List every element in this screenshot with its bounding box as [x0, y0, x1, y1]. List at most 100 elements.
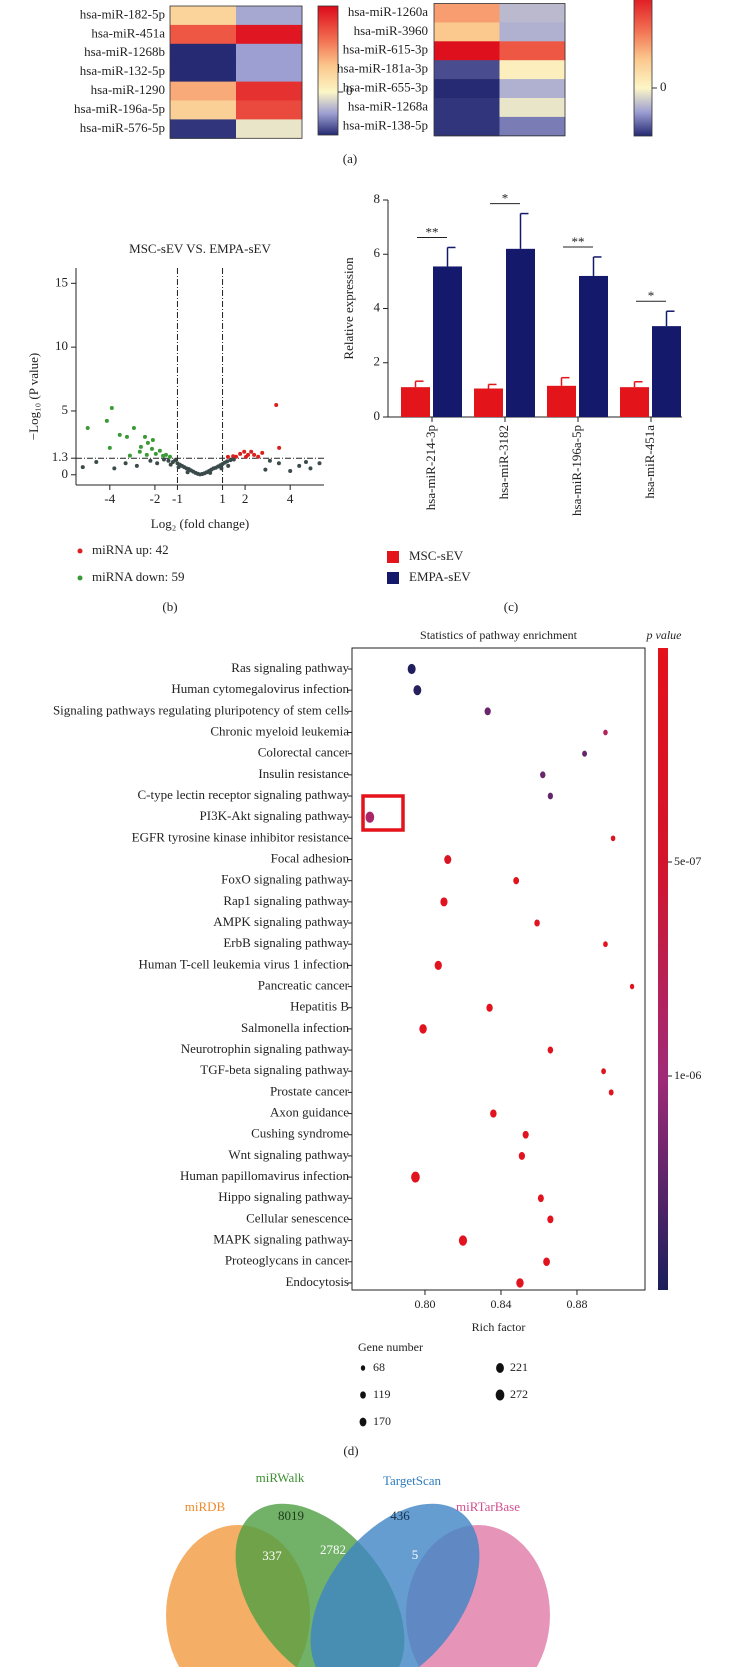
dot: [444, 855, 452, 865]
y-tick-label: Cushing syndrome: [251, 1126, 349, 1141]
point: [127, 453, 132, 458]
point: [168, 462, 173, 467]
legend-label: miRNA down: 59: [92, 569, 184, 584]
x-axis-title: Rich factor: [472, 1320, 526, 1334]
significance-label: *: [648, 288, 655, 303]
row-label: hsa-miR-1268b: [84, 44, 165, 59]
point: [308, 466, 313, 471]
y-tick-label: 0: [62, 466, 69, 481]
point: [173, 458, 178, 463]
dot: [458, 1235, 468, 1246]
heat-cell: [236, 81, 303, 101]
y-tick-label: C-type lectin receptor signaling pathway: [137, 787, 349, 802]
point: [288, 468, 293, 473]
venn-shapes: [166, 1503, 550, 1667]
size-legend-marker: [495, 1389, 505, 1401]
colorbar-label: 0: [346, 83, 353, 98]
dot: [522, 1130, 529, 1139]
dot: [411, 1171, 420, 1183]
y-tick-label: ErbB signaling pathway: [223, 935, 349, 950]
panel-label: (b): [162, 599, 177, 614]
colorbar-label: 1e-06: [674, 1068, 701, 1082]
point: [149, 446, 154, 451]
point: [276, 461, 281, 466]
venn-region-label: 436: [390, 1508, 410, 1523]
dot: [547, 1215, 554, 1224]
y-tick-label: EGFR tyrosine kinase inhibitor resistanc…: [132, 829, 350, 844]
point: [157, 448, 162, 453]
point: [144, 452, 149, 457]
dot: [440, 897, 448, 907]
legend-label: miRNA up: 42: [92, 542, 169, 557]
size-legend-label: 221: [510, 1360, 528, 1374]
heat-cell: [236, 62, 303, 83]
dot: [547, 792, 554, 800]
row-label: hsa-miR-615-3p: [343, 42, 428, 57]
dot: [547, 1046, 554, 1054]
heat-cell: [499, 3, 566, 23]
row-label: hsa-miR-138-5p: [343, 117, 428, 132]
y-tick-label: Wnt signaling pathway: [228, 1147, 349, 1162]
point: [317, 461, 322, 466]
heat-cell: [170, 62, 237, 83]
heat-frame: [169, 5, 303, 139]
y-tick-label: TGF-beta signaling pathway: [200, 1062, 349, 1077]
point: [80, 465, 85, 470]
y-tick-label: Salmonella infection: [241, 1020, 349, 1035]
colorbar: [317, 5, 339, 136]
y-tick-label: Focal adhesion: [271, 851, 350, 866]
y-tick-label: Prostate cancer: [270, 1083, 350, 1098]
point: [124, 434, 129, 439]
y-tick-label: Rap1 signaling pathway: [223, 893, 349, 908]
y-tick-label: 6: [374, 245, 381, 260]
dot: [603, 729, 608, 736]
heat-cell: [434, 116, 500, 137]
x-tick-label: 0.88: [566, 1297, 587, 1311]
row-label: hsa-miR-1268a: [348, 98, 428, 113]
y-tick-label: Endocytosis: [285, 1274, 349, 1289]
dot: [484, 707, 491, 716]
dot: [543, 1257, 550, 1267]
row-label: hsa-miR-181a-3p: [337, 61, 428, 76]
row-label: hsa-miR-196a-5p: [74, 101, 165, 116]
x-tick-label: hsa-miR-451a: [642, 425, 657, 499]
point: [238, 451, 243, 456]
y-tick-label: FoxO signaling pathway: [221, 872, 349, 887]
dot: [407, 663, 416, 675]
point: [208, 470, 213, 475]
point: [137, 449, 142, 454]
x-tick-label: 1: [219, 491, 226, 506]
y-tick-label: Colorectal cancer: [258, 745, 350, 760]
point: [104, 418, 109, 423]
point: [263, 467, 268, 472]
point: [94, 460, 99, 465]
heat-cell: [499, 60, 566, 80]
point: [134, 463, 139, 468]
row-label: hsa-miR-3960: [354, 23, 428, 38]
heat-cell: [236, 24, 303, 45]
heat-cell: [236, 119, 303, 139]
point: [176, 465, 181, 470]
size-legend-label: 170: [373, 1414, 391, 1428]
colorbar-label: 5e-07: [674, 854, 701, 868]
heat-cell: [236, 6, 303, 26]
point: [138, 444, 143, 449]
heat-cell: [434, 41, 500, 61]
row-label: hsa-miR-182-5p: [80, 6, 165, 21]
dot: [610, 835, 616, 842]
heat-cell: [170, 43, 237, 64]
colorbar-title: p value: [646, 628, 683, 642]
point: [303, 460, 308, 465]
highlight-box: [361, 794, 405, 832]
venn-set-label: miRWalk: [256, 1470, 305, 1485]
point: [112, 466, 117, 471]
size-legend-label: 68: [373, 1360, 385, 1374]
y-tick-label: Human cytomegalovirus infection: [171, 681, 349, 696]
y-tick-label: AMPK signaling pathway: [213, 914, 349, 929]
point: [107, 445, 112, 450]
point: [161, 457, 166, 462]
y-tick-label: 1.3: [52, 449, 68, 464]
y-tick-label: 0: [374, 408, 381, 423]
